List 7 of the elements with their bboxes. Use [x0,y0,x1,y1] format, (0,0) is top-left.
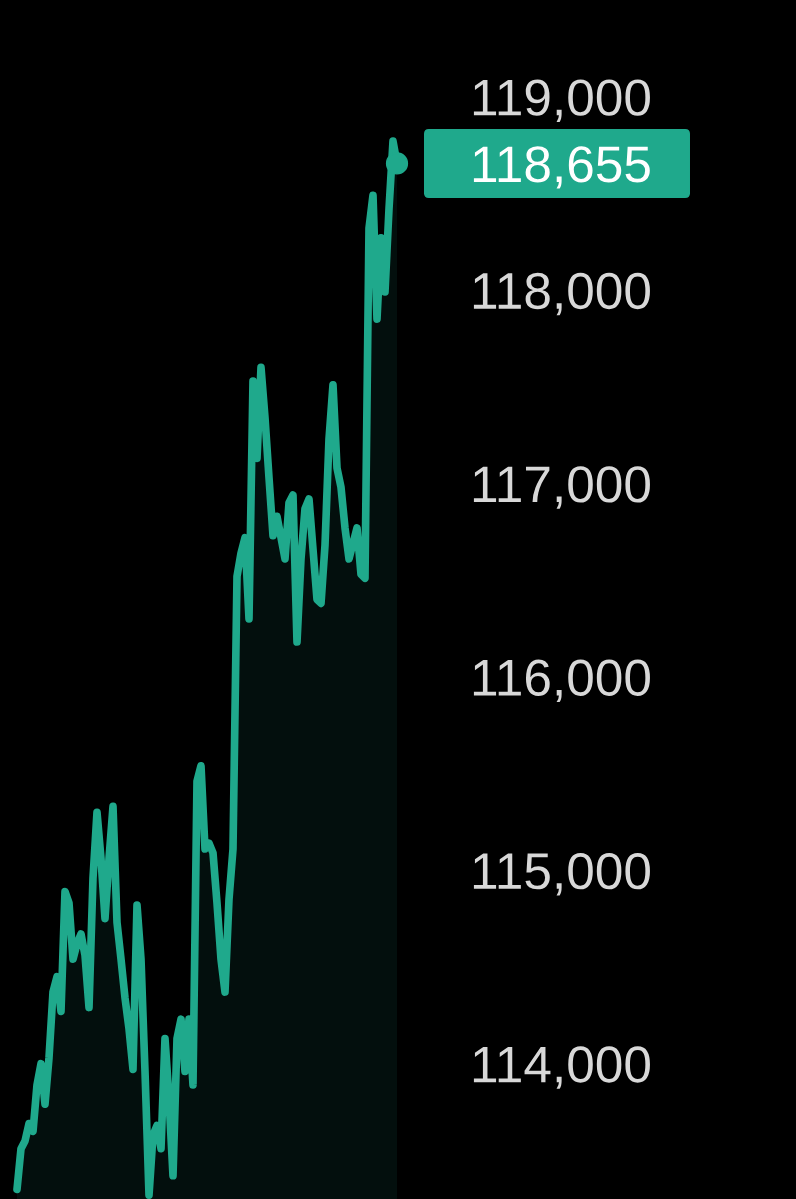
y-tick-label: 116,000 [473,659,650,703]
y-tick-label: 115,000 [473,852,650,896]
data-label: 118,655 [473,146,650,189]
y-tick-label: 119,000 [473,79,650,122]
y-tick-label: 118,000 [473,272,650,316]
y-tick-label: 117,000 [473,466,650,509]
y-tick-label: 114,000 [473,1046,650,1089]
